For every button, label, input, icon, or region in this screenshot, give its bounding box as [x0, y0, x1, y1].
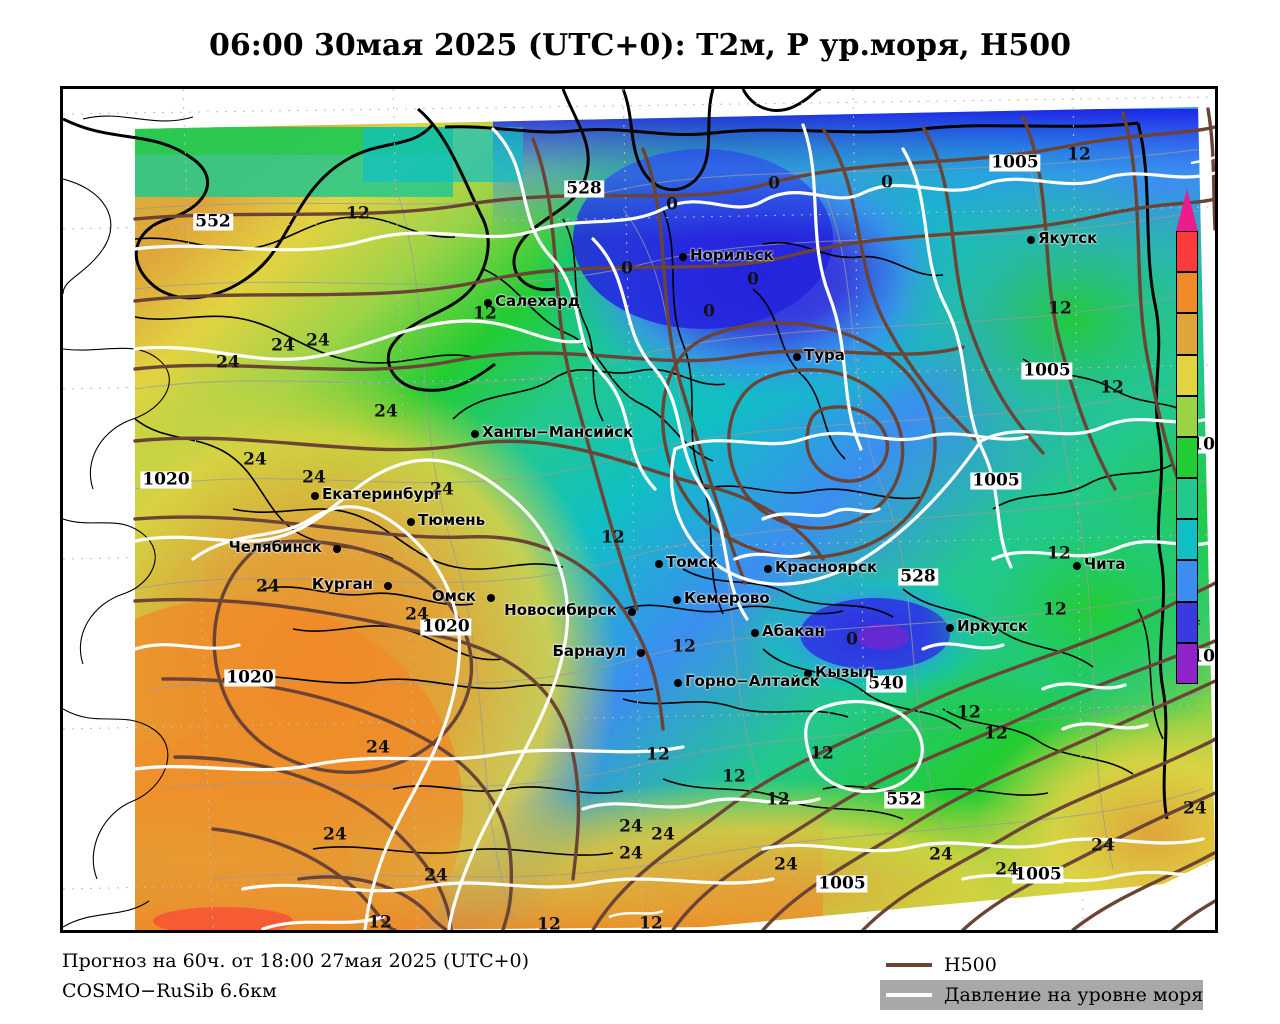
map-canvas[interactable] — [63, 89, 1215, 930]
colorbar-segment — [1176, 354, 1198, 396]
legend-item: Давление на уровне моря — [880, 980, 1204, 1010]
legend-label: H500 — [944, 954, 997, 976]
h500-contour-layer — [133, 107, 1215, 930]
temperature-fill-layer — [135, 107, 1215, 930]
legend-label: Давление на уровне моря — [944, 984, 1204, 1006]
map-legend: H500 Давление на уровне моря — [880, 950, 1204, 1010]
colorbar-arrow-icon — [1176, 189, 1198, 231]
mslp-contour-layer — [133, 123, 1215, 930]
legend-line-swatch — [886, 963, 932, 967]
page-title: 06:00 30мая 2025 (UTC+0): T2м, P ур.моря… — [209, 28, 1071, 63]
colorbar-segment — [1176, 272, 1198, 314]
legend-item: H500 — [880, 950, 1203, 980]
colorbar-segment — [1176, 560, 1198, 602]
colorbar-segment — [1176, 519, 1198, 561]
colorbar-segment — [1176, 436, 1198, 479]
model-name-text: COSMO−RuSib 6.6км — [62, 980, 277, 1002]
legend-line-swatch — [886, 993, 932, 997]
colorbar-segment — [1176, 642, 1198, 684]
colorbar-segment — [1176, 601, 1198, 643]
forecast-lead-text: Прогноз на 60ч. от 18:00 27мая 2025 (UTC… — [62, 950, 530, 972]
colorbar-segment — [1176, 231, 1198, 273]
colorbar[interactable] — [1176, 189, 1198, 684]
map-frame[interactable]: 552 528 528 540 552 1005 1005 1005 1005 1005 1020 1… — [60, 86, 1218, 933]
footer-info: Прогноз на 60ч. от 18:00 27мая 2025 (UTC… — [62, 950, 529, 1010]
colorbar-segment — [1176, 478, 1198, 520]
colorbar-segment — [1176, 395, 1198, 437]
colorbar-segment — [1176, 313, 1198, 355]
